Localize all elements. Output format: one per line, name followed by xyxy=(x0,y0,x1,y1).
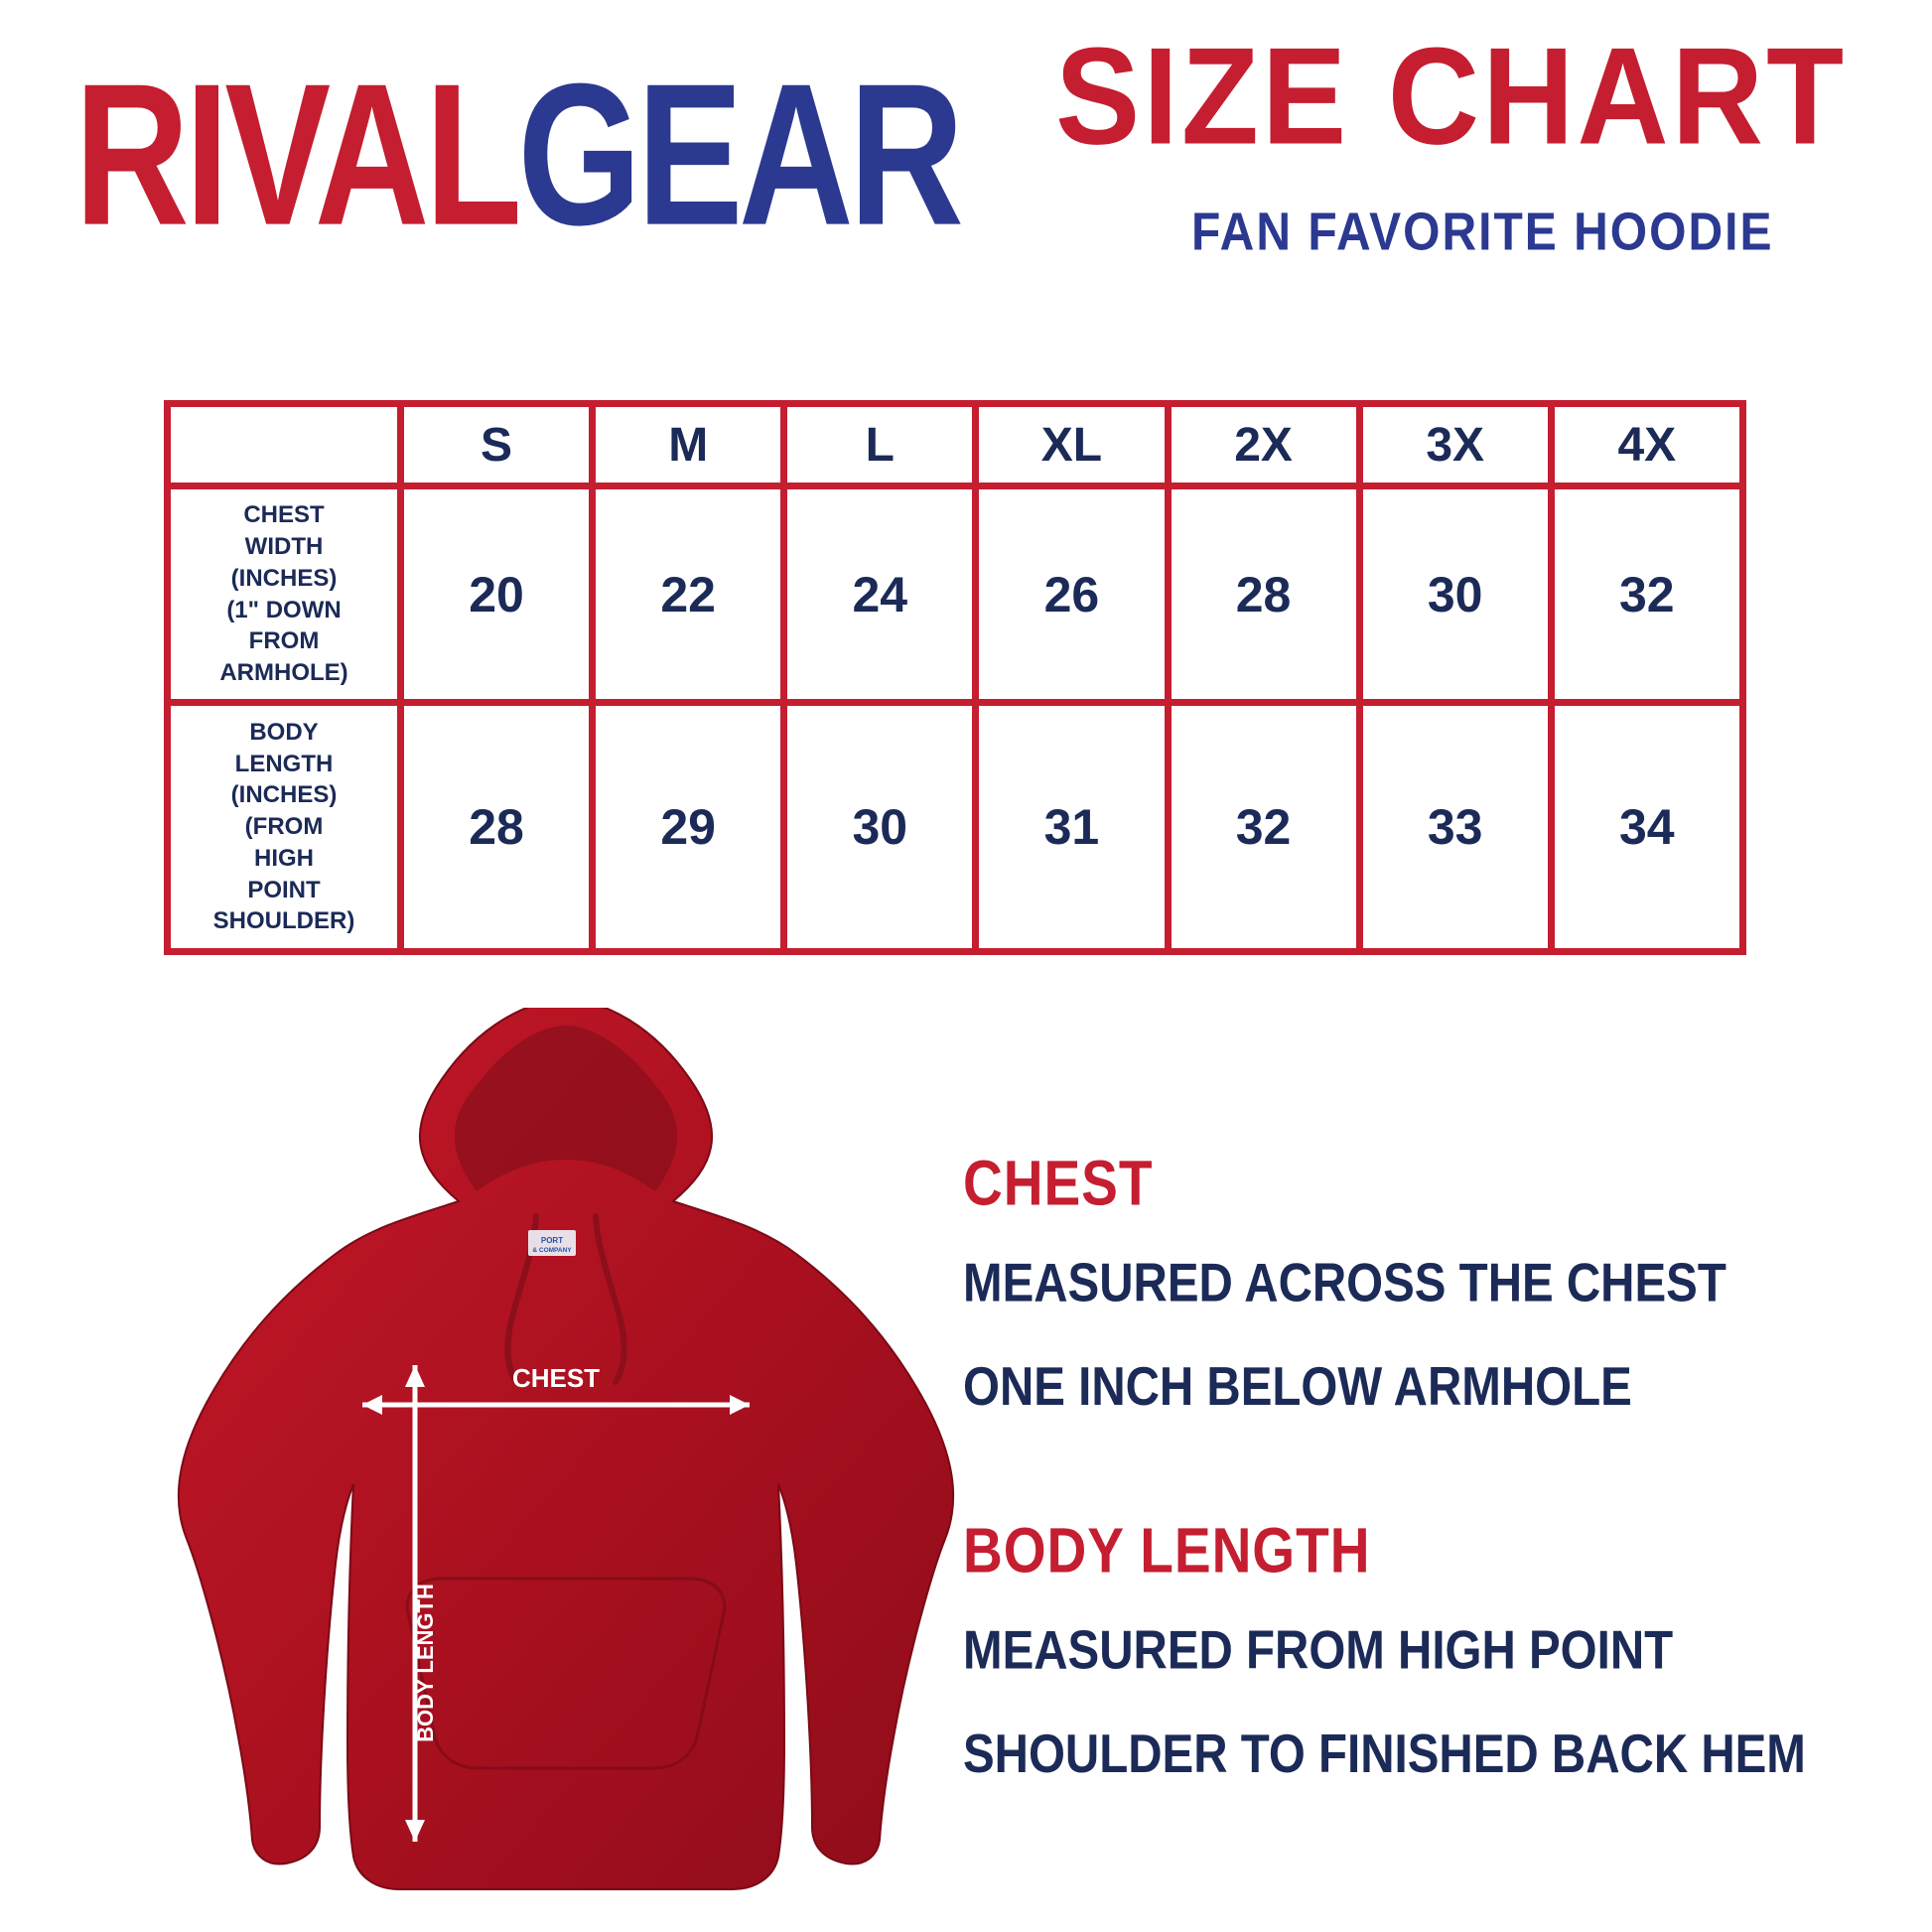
svg-text:& COMPANY: & COMPANY xyxy=(532,1247,572,1254)
svg-text:PORT: PORT xyxy=(541,1236,563,1245)
svg-text:BODY LENGTH: BODY LENGTH xyxy=(413,1584,438,1742)
svg-text:CHEST: CHEST xyxy=(512,1363,600,1393)
